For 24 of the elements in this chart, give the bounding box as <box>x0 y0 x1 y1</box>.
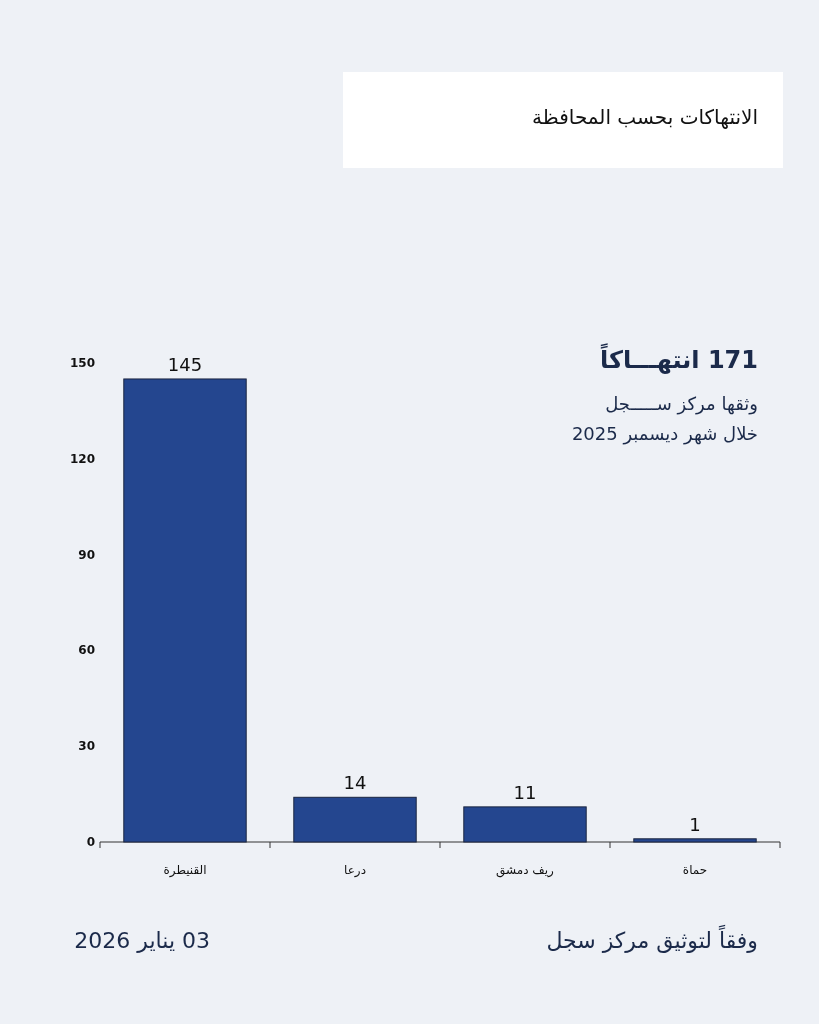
x-tick-label: حماة <box>682 863 708 877</box>
x-tick-label: درعا <box>344 863 366 878</box>
y-tick-label: 150 <box>69 356 95 370</box>
y-tick-label: 120 <box>69 451 95 466</box>
y-tick-label: 90 <box>78 547 95 562</box>
data-label: 145 <box>167 353 203 375</box>
text: 03 يناير 2026 <box>74 928 210 953</box>
annotation: وثقها مركز ســـــجل <box>605 393 758 415</box>
data-label: 11 <box>513 781 537 803</box>
annotation: 171 انتهـــاكاً <box>600 342 758 374</box>
y-tick-label: 60 <box>78 643 95 658</box>
bar <box>633 838 757 843</box>
y-tick-label: 0 <box>86 835 95 849</box>
bar <box>123 378 247 843</box>
y-tick-label: 30 <box>78 739 95 754</box>
bar <box>293 796 417 843</box>
x-tick-label: ريف دمشق <box>496 863 555 878</box>
data-label: 14 <box>343 772 367 794</box>
title: الانتهاكات بحسب المحافظة <box>532 105 758 129</box>
x-tick-label: القنيطرة <box>163 863 207 878</box>
data-label: 1 <box>689 813 701 835</box>
bar <box>463 806 587 843</box>
annotation: خلال شهر ديسمبر 2025 <box>571 423 758 445</box>
text: وفقاً لتوثيق مركز سجل <box>546 924 758 954</box>
